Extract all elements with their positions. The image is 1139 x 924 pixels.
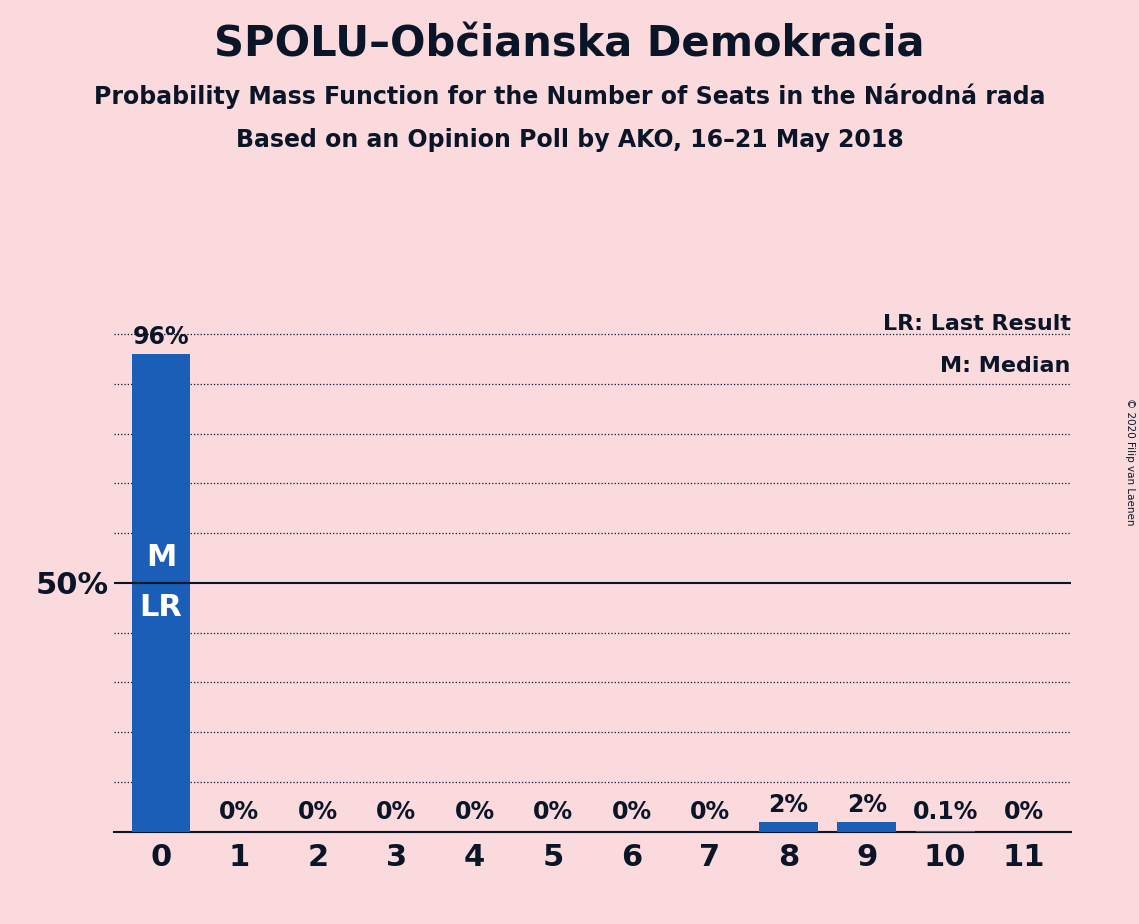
Text: 0%: 0% (297, 800, 338, 824)
Text: 0.1%: 0.1% (912, 800, 978, 824)
Text: 2%: 2% (846, 793, 887, 817)
Text: 2%: 2% (769, 793, 809, 817)
Text: Probability Mass Function for the Number of Seats in the Národná rada: Probability Mass Function for the Number… (93, 83, 1046, 109)
Text: M: M (146, 543, 177, 573)
Text: LR: LR (139, 593, 182, 622)
Bar (837, 821, 896, 832)
Text: 96%: 96% (132, 325, 189, 349)
Bar (759, 821, 818, 832)
Text: 0%: 0% (376, 800, 416, 824)
Text: M: Median: M: Median (941, 356, 1071, 375)
Text: 0%: 0% (220, 800, 260, 824)
Text: SPOLU–Občianska Demokracia: SPOLU–Občianska Demokracia (214, 23, 925, 65)
Bar (131, 354, 190, 832)
Text: 0%: 0% (612, 800, 652, 824)
Text: © 2020 Filip van Laenen: © 2020 Filip van Laenen (1125, 398, 1134, 526)
Text: 0%: 0% (690, 800, 730, 824)
Text: 0%: 0% (1003, 800, 1043, 824)
Text: LR: Last Result: LR: Last Result (883, 314, 1071, 334)
Text: 0%: 0% (454, 800, 494, 824)
Text: Based on an Opinion Poll by AKO, 16–21 May 2018: Based on an Opinion Poll by AKO, 16–21 M… (236, 128, 903, 152)
Text: 0%: 0% (533, 800, 573, 824)
